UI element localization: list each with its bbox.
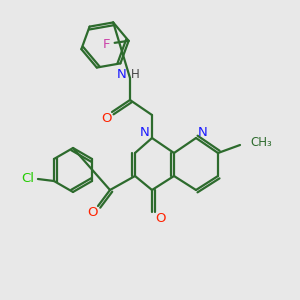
Text: O: O xyxy=(87,206,97,218)
Text: H: H xyxy=(130,68,140,80)
Text: O: O xyxy=(102,112,112,125)
Text: N: N xyxy=(198,125,208,139)
Text: N: N xyxy=(140,125,150,139)
Text: CH₃: CH₃ xyxy=(250,136,272,149)
Text: F: F xyxy=(103,38,110,51)
Text: N: N xyxy=(117,68,127,80)
Text: Cl: Cl xyxy=(21,172,34,185)
Text: O: O xyxy=(155,212,165,224)
